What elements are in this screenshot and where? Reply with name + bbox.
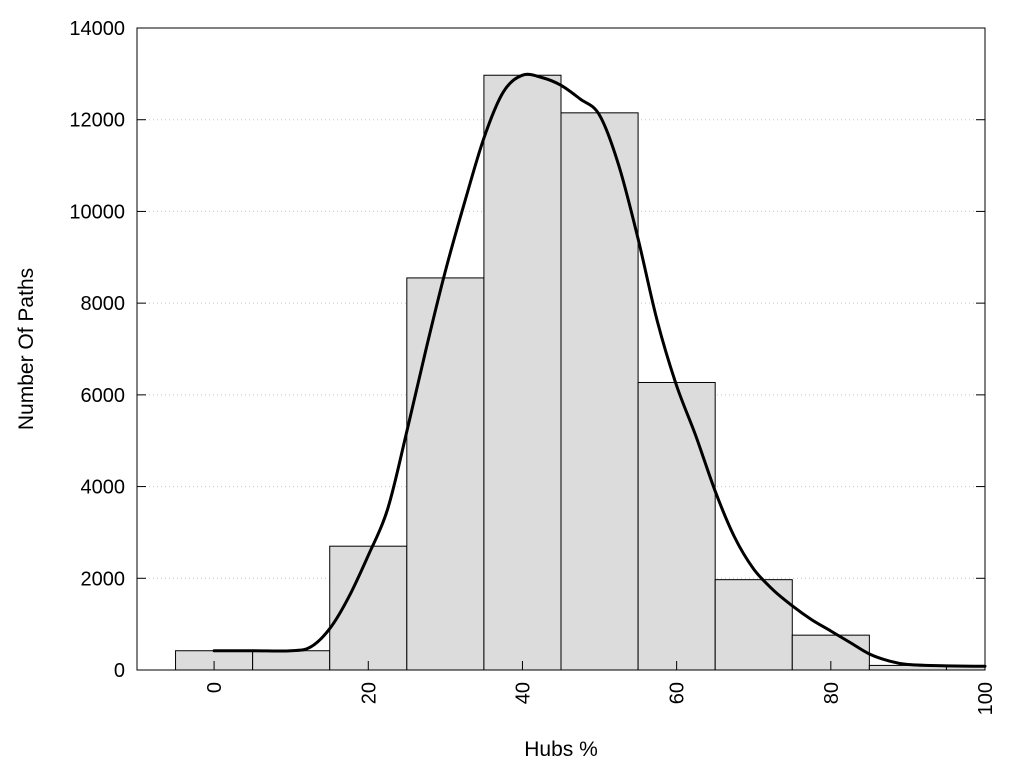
density-curve	[212, 72, 987, 668]
histogram-bar	[252, 650, 331, 671]
x-tick-label: 20	[358, 682, 380, 704]
x-tick-label: 100	[975, 682, 997, 715]
y-axis-ticks: 0 2000 4000 6000 8000 10000 12000 14000	[69, 18, 985, 682]
histogram-bar	[406, 277, 485, 671]
y-tick-label: 2000	[81, 568, 126, 590]
y-tick-label: 12000	[69, 110, 125, 132]
histogram-bar	[637, 381, 716, 671]
y-axis-label: Number Of Paths	[15, 268, 38, 430]
y-tick-label: 14000	[69, 18, 125, 40]
histogram-bars	[175, 74, 986, 671]
x-tick-label: 60	[667, 682, 689, 704]
plot-frame	[136, 27, 986, 671]
y-tick-label: 10000	[69, 201, 125, 223]
x-tick-label: 40	[512, 682, 534, 704]
x-tick-label: 80	[821, 682, 843, 704]
x-axis-ticks: 0 20 40 60 80 100	[204, 661, 997, 715]
x-axis-label: Hubs %	[524, 738, 598, 761]
histogram-bar	[483, 74, 562, 671]
y-tick-label: 8000	[81, 293, 126, 315]
x-tick-label: 0	[204, 682, 226, 693]
y-tick-label: 6000	[81, 385, 126, 407]
histogram-bar	[714, 579, 793, 671]
y-tick-label: 4000	[81, 477, 126, 499]
y-tick-label: 0	[114, 660, 125, 682]
